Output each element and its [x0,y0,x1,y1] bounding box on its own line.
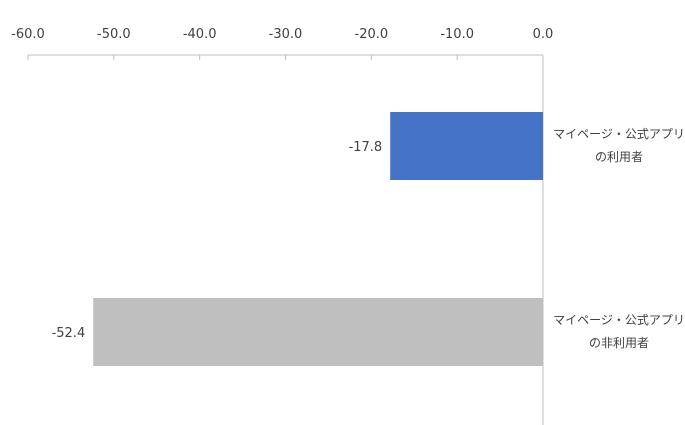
x-tick-label: -60.0 [11,27,45,42]
data-labels: -17.8 -52.4 [52,140,383,341]
x-tick-label: 0.0 [533,27,554,42]
bar [390,112,543,180]
data-label: -17.8 [349,140,383,155]
x-tick-label: -30.0 [269,27,303,42]
x-tick-label: -40.0 [183,27,217,42]
x-tick-label: -50.0 [97,27,131,42]
x-axis: -60.0 -50.0 -40.0 -30.0 -20.0 -10.0 0.0 [11,27,553,425]
data-label: -52.4 [52,326,86,341]
category-label-line2: の非利用者 [589,336,649,350]
x-tick-label: -20.0 [355,27,389,42]
x-tick-label: -10.0 [440,27,474,42]
bar [93,298,543,366]
bars [93,112,543,366]
category-label-line1: マイページ・公式アプリ [553,127,685,141]
category-label-line1: マイページ・公式アプリ [553,313,685,327]
category-label-line2: の利用者 [595,150,643,164]
